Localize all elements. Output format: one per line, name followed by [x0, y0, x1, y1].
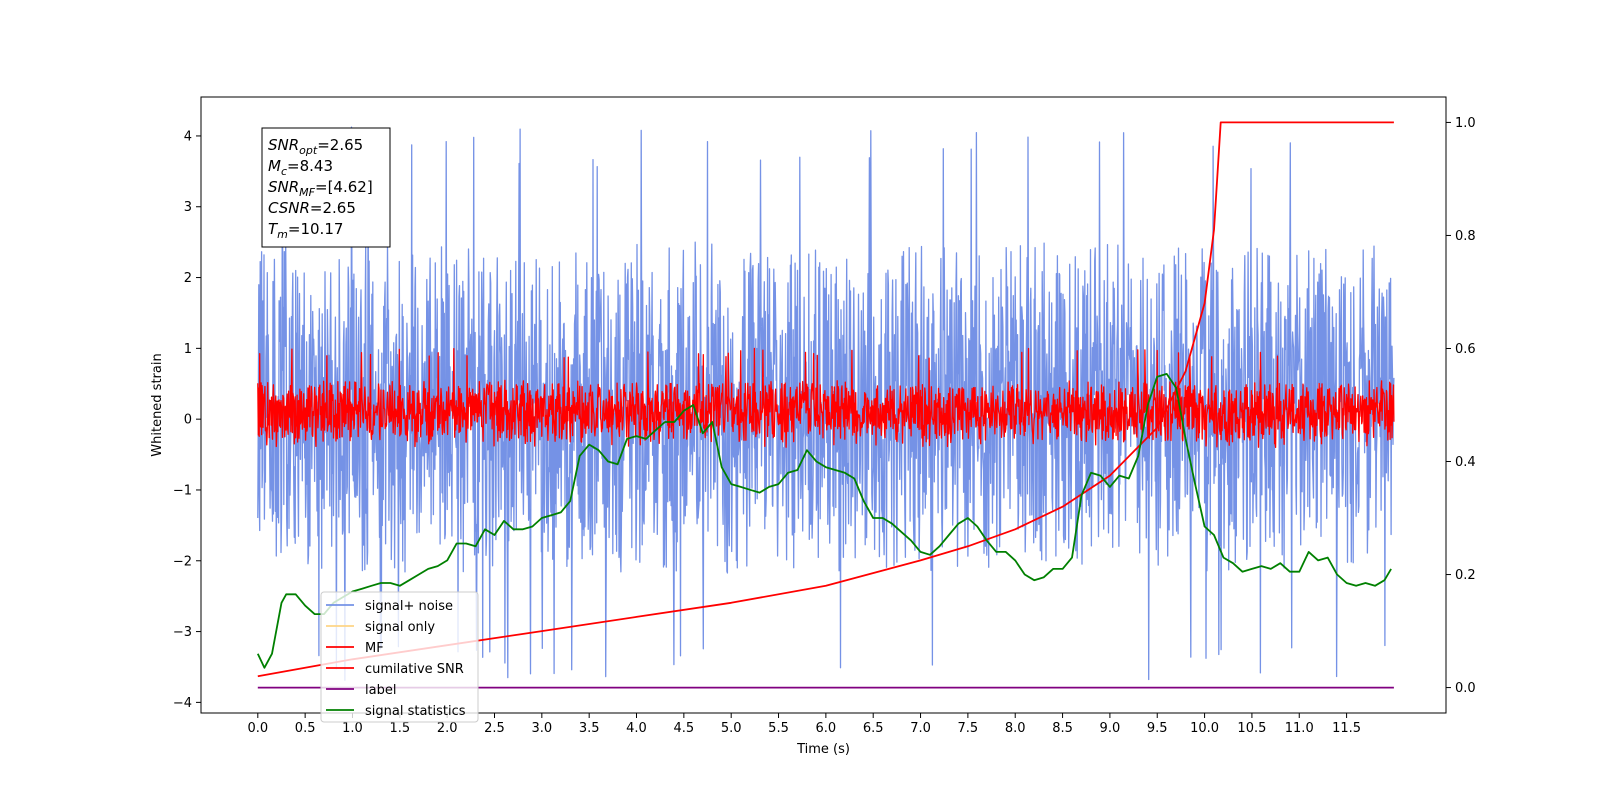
x-tick-label: 7.5 [958, 721, 979, 736]
legend-label: signal only [365, 620, 435, 635]
y-right-tick-label: 0.4 [1455, 455, 1476, 470]
series-line-signal-statistics [256, 373, 1392, 669]
x-tick-label: 8.5 [1052, 721, 1073, 736]
y-axis-label: Whitened strain [150, 353, 165, 456]
x-tick-label: 4.5 [674, 721, 695, 736]
info-line: SNRopt=2.65 [268, 136, 363, 157]
x-tick-label: 1.0 [342, 721, 363, 736]
x-tick-label: 11.5 [1332, 721, 1361, 736]
y-tick-label: 0 [184, 413, 192, 428]
x-tick-label: 2.0 [437, 721, 458, 736]
y-right-tick-label: 0.6 [1455, 342, 1476, 357]
legend: signal+ noise signal only MF cumilative SNR… [320, 591, 479, 723]
series-line-mf [257, 347, 1395, 449]
y-tick-label: 4 [184, 129, 192, 144]
x-tick-label: 4.0 [626, 721, 647, 736]
y-right-tick-label: 0.0 [1455, 681, 1476, 696]
x-tick-label: 2.5 [484, 721, 505, 736]
x-tick-label: 6.0 [816, 721, 837, 736]
y-tick-label: −3 [173, 625, 192, 640]
y-right-tick-label: 1.0 [1455, 116, 1476, 131]
x-tick-label: 10.5 [1237, 721, 1266, 736]
x-tick-label: 11.0 [1285, 721, 1314, 736]
info-box-frame [261, 127, 391, 248]
x-tick-label: 3.5 [579, 721, 600, 736]
x-tick-label: 5.0 [721, 721, 742, 736]
y-right-tick-label: 0.8 [1455, 229, 1476, 244]
x-tick-label: 8.0 [1005, 721, 1026, 736]
x-tick-label: 3.0 [531, 721, 552, 736]
series-line-signal-noise [257, 126, 1395, 681]
x-axis-label: Time (s) [796, 742, 850, 757]
x-tick-label: 1.5 [389, 721, 410, 736]
y-tick-label: 3 [184, 200, 192, 215]
y-axis-right: 1.0 0.8 0.6 0.4 0.2 0.0 [1446, 116, 1476, 696]
x-tick-label: 0.0 [247, 721, 268, 736]
legend-label: signal statistics [365, 704, 466, 719]
x-tick-label: 10.0 [1190, 721, 1219, 736]
x-tick-label: 7.0 [910, 721, 931, 736]
y-right-tick-label: 0.2 [1455, 568, 1476, 583]
legend-label: signal+ noise [365, 599, 453, 614]
y-tick-label: 1 [184, 342, 192, 357]
x-tick-label: 0.5 [295, 721, 316, 736]
axes-frame [200, 96, 1447, 714]
y-axis-left: 4 3 2 1 0 −1 −2 −3 −4 [173, 129, 201, 711]
y-tick-label: −4 [173, 696, 192, 711]
y-tick-label: −1 [173, 483, 192, 498]
x-tick-label: 6.5 [863, 721, 884, 736]
legend-label: MF [365, 641, 384, 656]
x-tick-label: 9.5 [1147, 721, 1168, 736]
legend-frame [320, 591, 479, 723]
y-tick-label: 2 [184, 271, 192, 286]
legend-label: cumilative SNR [365, 662, 464, 677]
x-tick-label: 5.5 [768, 721, 789, 736]
info-line: Mc=8.43 [268, 157, 333, 178]
legend-label: label [365, 683, 396, 698]
y-tick-label: −2 [173, 554, 192, 569]
info-line: CSNR=2.65 [268, 199, 356, 217]
x-axis: 0.0 0.5 1.0 1.5 2.0 2.5 3.0 3.5 4.0 4.5 5.0 5.5 6.0 6… [247, 713, 1361, 736]
x-tick-label: 9.0 [1100, 721, 1121, 736]
info-line: SNRMF=[4.62] [268, 178, 373, 199]
info-line: Tm=10.17 [268, 220, 343, 241]
